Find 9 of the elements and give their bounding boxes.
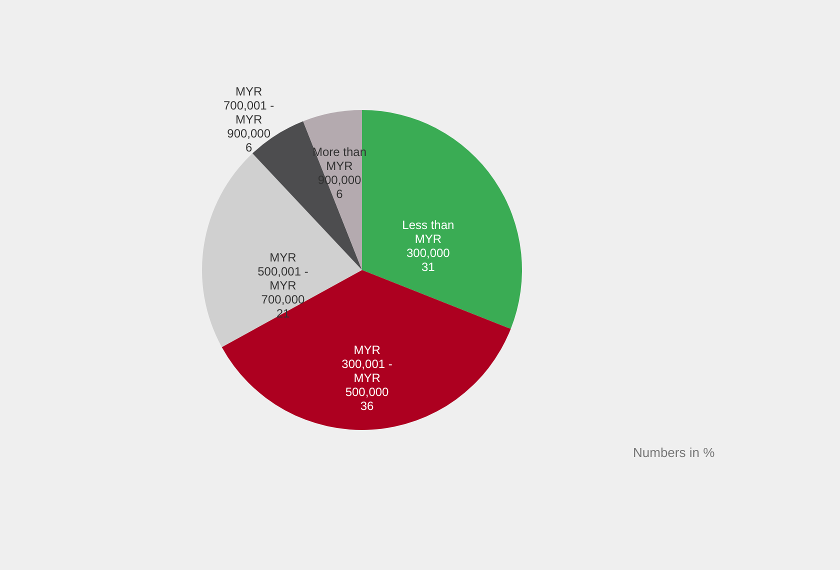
slice-label: MYR 700,001 - MYR 900,000 xyxy=(223,84,274,141)
data-label: 31 xyxy=(421,260,436,274)
slice-label: MYR 300,001 - MYR 500,000 xyxy=(342,342,392,399)
slice-label: MYR 500,001 - MYR 700,000 xyxy=(258,250,308,306)
text: Numbers in % xyxy=(633,445,716,460)
data-label: 6 xyxy=(336,187,344,202)
slice-label: Less than MYR 300,000 xyxy=(402,218,454,260)
data-label: 36 xyxy=(360,398,374,413)
data-label: 6 xyxy=(245,140,252,155)
